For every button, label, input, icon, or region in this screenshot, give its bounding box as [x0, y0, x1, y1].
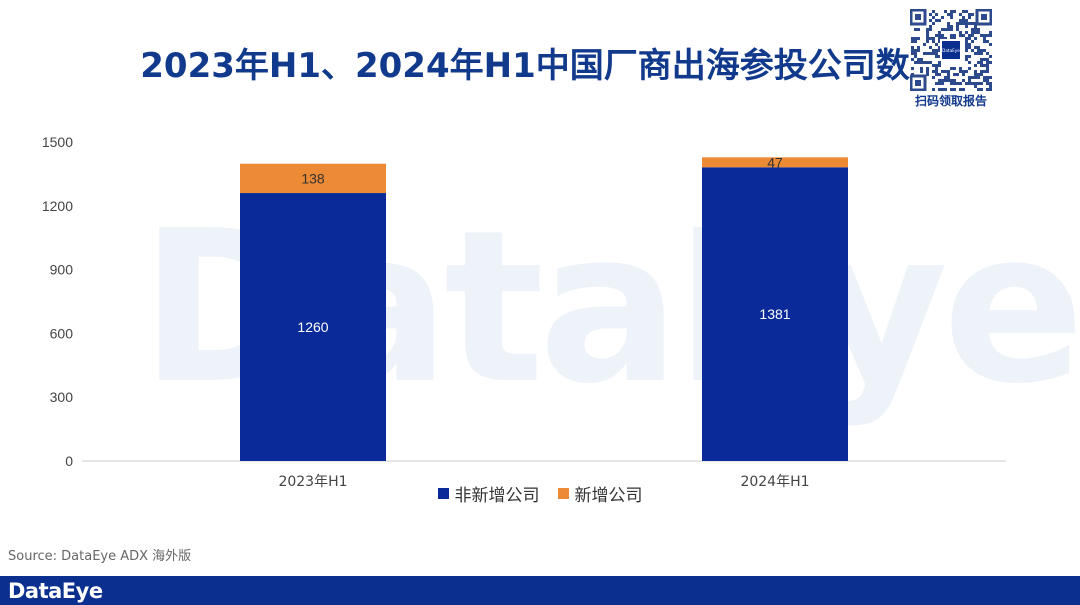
legend-label-new: 新增公司 [574, 486, 643, 506]
chart-legend: 非新增公司 新增公司 [0, 481, 1080, 506]
legend-label-non-new: 非新增公司 [454, 486, 540, 506]
y-tick-label: 300 [50, 389, 74, 405]
y-tick-label: 1200 [42, 198, 73, 214]
y-tick-label: 600 [50, 325, 74, 341]
bar-new [702, 157, 848, 168]
bar-new [240, 163, 386, 194]
page-title: 2023年H1、2024年H1中国厂商出海参投公司数 [140, 46, 910, 86]
legend-swatch-new [557, 488, 569, 499]
y-tick-label: 900 [50, 262, 74, 278]
bar-non-new [240, 193, 386, 462]
qr-center-logo: DataEye [942, 48, 960, 53]
data-label-new: 47 [767, 154, 783, 170]
x-tick-label: 2024年H1 [740, 474, 809, 490]
qr-code[interactable]: DataEye [910, 9, 992, 91]
data-label-non-new: 1381 [759, 306, 790, 322]
source-note: Source: DataEye ADX 海外版 [8, 549, 192, 564]
qr-caption: 扫码领取报告 [914, 94, 987, 108]
legend-item-new: 新增公司 [557, 481, 643, 506]
legend-swatch-non-new [437, 488, 449, 499]
footer-logo: DataEye [8, 579, 103, 603]
x-tick-label: 2023年H1 [278, 474, 347, 490]
data-label-new: 138 [301, 170, 325, 186]
y-tick-label: 0 [65, 453, 73, 469]
data-label-non-new: 1260 [297, 319, 328, 335]
bar-non-new [702, 167, 848, 462]
footer-bar: DataEye [0, 576, 1080, 605]
y-tick-label: 1500 [42, 134, 73, 150]
legend-item-non-new: 非新增公司 [437, 481, 540, 506]
